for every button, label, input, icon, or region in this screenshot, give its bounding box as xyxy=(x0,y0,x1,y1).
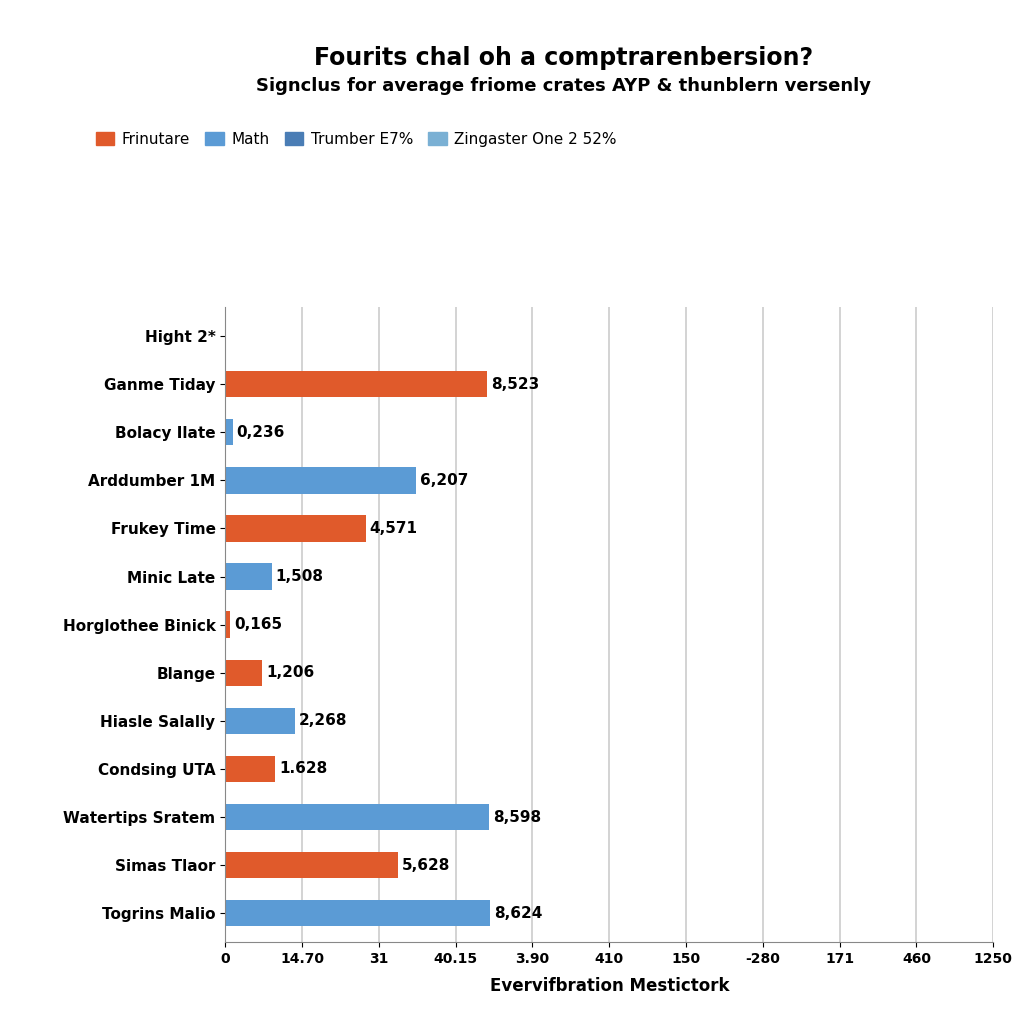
Text: 8,624: 8,624 xyxy=(494,905,543,921)
Bar xyxy=(225,611,230,638)
X-axis label: Evervifbration Mestictork: Evervifbration Mestictork xyxy=(489,977,729,995)
Text: 1,508: 1,508 xyxy=(275,569,324,584)
Bar xyxy=(225,467,416,494)
Text: 8,598: 8,598 xyxy=(494,810,542,824)
Bar xyxy=(225,900,490,927)
Text: 0,165: 0,165 xyxy=(234,617,283,632)
Bar xyxy=(225,659,262,686)
Bar xyxy=(225,371,487,397)
Text: 5,628: 5,628 xyxy=(401,858,451,872)
Legend: Frinutare, Math, Trumber E7%, Zingaster One 2 52%: Frinutare, Math, Trumber E7%, Zingaster … xyxy=(89,125,623,153)
Text: 1.628: 1.628 xyxy=(279,762,328,776)
Bar xyxy=(225,563,271,590)
Bar xyxy=(225,852,398,879)
Bar xyxy=(225,804,489,830)
Text: 0,236: 0,236 xyxy=(237,425,285,439)
Text: Fourits chal oh a comptrarenbersion?: Fourits chal oh a comptrarenbersion? xyxy=(313,46,813,70)
Text: 1,206: 1,206 xyxy=(266,666,314,680)
Text: 6,207: 6,207 xyxy=(420,473,468,487)
Bar xyxy=(225,515,366,542)
Text: Signclus for average friome crates AYP & thunblern versenly: Signclus for average friome crates AYP &… xyxy=(256,77,870,95)
Text: 2,268: 2,268 xyxy=(299,714,347,728)
Text: 4,571: 4,571 xyxy=(370,521,418,536)
Bar xyxy=(225,708,295,734)
Text: 8,523: 8,523 xyxy=(490,377,539,391)
Bar xyxy=(225,756,275,782)
Bar xyxy=(225,419,232,445)
